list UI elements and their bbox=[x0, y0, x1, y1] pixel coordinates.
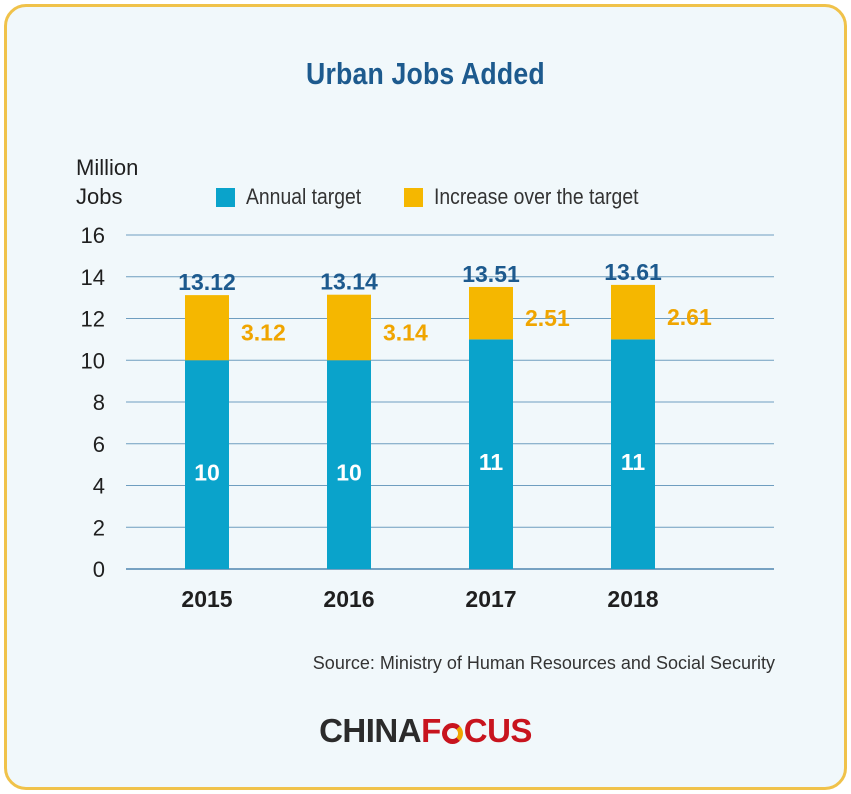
y-tick-label: 14 bbox=[81, 265, 105, 290]
china-focus-logo: CHINAF CUS bbox=[0, 712, 851, 750]
legend-item-annual-target: Annual target bbox=[216, 184, 377, 210]
logo-text-china: CHINA bbox=[319, 712, 422, 749]
bar-increase bbox=[469, 286, 513, 340]
y-tick-label: 8 bbox=[93, 390, 105, 415]
chart-title: Urban Jobs Added bbox=[306, 56, 545, 91]
bar-annual-target bbox=[611, 339, 655, 569]
bar-annual-target bbox=[469, 339, 513, 569]
y-tick-label: 2 bbox=[93, 515, 105, 540]
source-note: Source: Ministry of Human Resources and … bbox=[312, 653, 775, 673]
data-label-total: 13.61 bbox=[604, 259, 662, 285]
data-label-increase: 2.51 bbox=[525, 305, 570, 331]
legend-swatch-annual-target bbox=[216, 187, 235, 207]
data-label-increase: 2.61 bbox=[667, 304, 712, 330]
data-label-total: 13.51 bbox=[462, 261, 520, 287]
x-tick-label: 2016 bbox=[323, 586, 374, 612]
y-tick-label: 6 bbox=[93, 432, 105, 457]
data-label-annual-target: 11 bbox=[479, 449, 504, 475]
data-label-increase: 3.14 bbox=[383, 319, 428, 345]
y-tick-label: 0 bbox=[93, 557, 105, 582]
y-tick-label: 12 bbox=[81, 307, 105, 332]
data-label-increase: 3.12 bbox=[241, 320, 286, 346]
bar-increase bbox=[611, 284, 655, 340]
y-tick-label: 4 bbox=[93, 474, 105, 499]
bar-annual-target bbox=[185, 360, 229, 569]
bar-increase bbox=[185, 295, 229, 361]
x-tick-label: 2017 bbox=[465, 586, 516, 612]
data-label-total: 13.12 bbox=[178, 269, 236, 295]
logo-text-f: F bbox=[421, 712, 441, 749]
y-axis-unit-line-1: Million bbox=[76, 155, 139, 180]
bar-annual-target bbox=[327, 360, 371, 569]
logo-o-ring-icon bbox=[441, 723, 463, 744]
data-label-annual-target: 11 bbox=[621, 449, 646, 475]
legend-swatch-increase bbox=[404, 187, 423, 207]
y-axis-unit-line-2: Jobs bbox=[76, 184, 123, 209]
data-label-total: 13.14 bbox=[320, 269, 378, 295]
y-tick-label: 16 bbox=[81, 223, 105, 248]
data-label-annual-target: 10 bbox=[194, 460, 220, 486]
x-tick-label: 2015 bbox=[181, 586, 232, 612]
legend-item-increase: Increase over the target bbox=[404, 184, 666, 210]
y-axis-unit-label: Million Jobs bbox=[76, 153, 138, 211]
x-tick-label: 2018 bbox=[607, 586, 658, 612]
legend-label-increase: Increase over the target bbox=[434, 184, 639, 209]
chart-card bbox=[4, 4, 847, 790]
legend-label-annual-target: Annual target bbox=[246, 184, 362, 209]
data-label-annual-target: 10 bbox=[336, 460, 362, 486]
logo-text-cus: CUS bbox=[463, 712, 533, 749]
y-tick-label: 10 bbox=[81, 348, 105, 373]
bar-increase bbox=[327, 294, 371, 361]
